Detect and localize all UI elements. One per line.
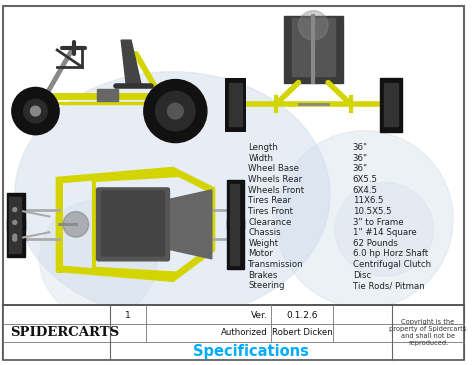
- Bar: [9, 197, 21, 226]
- Circle shape: [12, 88, 59, 135]
- Text: Tires Front: Tires Front: [248, 207, 293, 216]
- Text: 36": 36": [353, 164, 368, 173]
- Polygon shape: [121, 40, 141, 84]
- Text: 1: 1: [125, 311, 131, 319]
- Bar: [229, 223, 239, 265]
- Text: Weight: Weight: [248, 239, 278, 248]
- Text: Wheel Base: Wheel Base: [248, 164, 299, 173]
- Circle shape: [30, 106, 40, 116]
- Text: Tie Rods/ Pitman: Tie Rods/ Pitman: [353, 281, 424, 290]
- FancyBboxPatch shape: [97, 188, 169, 261]
- Circle shape: [155, 91, 195, 131]
- Text: Length: Length: [248, 143, 278, 152]
- Bar: [7, 219, 25, 257]
- Bar: [227, 219, 244, 269]
- Bar: [229, 184, 239, 225]
- Bar: [284, 15, 343, 82]
- Circle shape: [13, 220, 17, 224]
- Text: 3" to Frame: 3" to Frame: [353, 218, 403, 227]
- Text: Authorized: Authorized: [221, 328, 268, 337]
- Polygon shape: [167, 190, 212, 259]
- Text: 6X5.5: 6X5.5: [353, 175, 378, 184]
- FancyBboxPatch shape: [101, 191, 164, 256]
- Text: 6.0 hp Horz Shaft: 6.0 hp Horz Shaft: [353, 249, 428, 258]
- Circle shape: [299, 11, 328, 40]
- Text: Ver.: Ver.: [251, 311, 268, 319]
- Circle shape: [63, 212, 89, 237]
- Text: 36": 36": [353, 143, 368, 152]
- Circle shape: [13, 208, 17, 212]
- Text: Disc: Disc: [353, 271, 371, 280]
- Text: SPIDERCARTS: SPIDERCARTS: [10, 326, 119, 339]
- Bar: [97, 89, 118, 101]
- Bar: [228, 84, 242, 126]
- Text: 6X4.5: 6X4.5: [353, 185, 378, 195]
- Ellipse shape: [39, 200, 158, 318]
- Text: Copyright is the
property of Spidercarts
and shall not be
reproduced.: Copyright is the property of Spidercarts…: [390, 319, 467, 346]
- Circle shape: [24, 99, 47, 123]
- Circle shape: [144, 80, 207, 143]
- Circle shape: [167, 103, 183, 119]
- Bar: [9, 223, 21, 253]
- Text: Width: Width: [248, 154, 273, 163]
- Text: Specifications: Specifications: [193, 344, 309, 359]
- Bar: [227, 180, 244, 229]
- Ellipse shape: [15, 72, 330, 318]
- Text: Wheels Front: Wheels Front: [248, 185, 304, 195]
- Text: 36": 36": [353, 154, 368, 163]
- Bar: [292, 19, 335, 76]
- Text: Robert Dicken: Robert Dicken: [272, 328, 332, 337]
- Text: 0.1.2.6: 0.1.2.6: [286, 311, 318, 319]
- Ellipse shape: [335, 182, 434, 276]
- Bar: [384, 84, 398, 126]
- Text: Steering: Steering: [248, 281, 285, 290]
- Text: 1" #14 Square: 1" #14 Square: [353, 228, 417, 237]
- Text: 10.5X5.5: 10.5X5.5: [353, 207, 392, 216]
- Bar: [380, 78, 402, 132]
- Text: Motor: Motor: [248, 249, 273, 258]
- Text: 11X6.5: 11X6.5: [353, 196, 383, 205]
- Text: Clearance: Clearance: [248, 218, 292, 227]
- Text: 62 Pounds: 62 Pounds: [353, 239, 398, 248]
- Circle shape: [13, 234, 17, 238]
- Ellipse shape: [276, 131, 453, 308]
- Bar: [7, 193, 25, 230]
- Text: Tires Rear: Tires Rear: [248, 196, 291, 205]
- Text: Wheels Rear: Wheels Rear: [248, 175, 302, 184]
- Bar: [3, 305, 464, 360]
- Text: Centrifugal Clutch: Centrifugal Clutch: [353, 260, 431, 269]
- Text: Chassis: Chassis: [248, 228, 281, 237]
- Bar: [225, 78, 246, 132]
- Circle shape: [13, 237, 17, 241]
- Text: Brakes: Brakes: [248, 271, 278, 280]
- Text: Transmission: Transmission: [248, 260, 304, 269]
